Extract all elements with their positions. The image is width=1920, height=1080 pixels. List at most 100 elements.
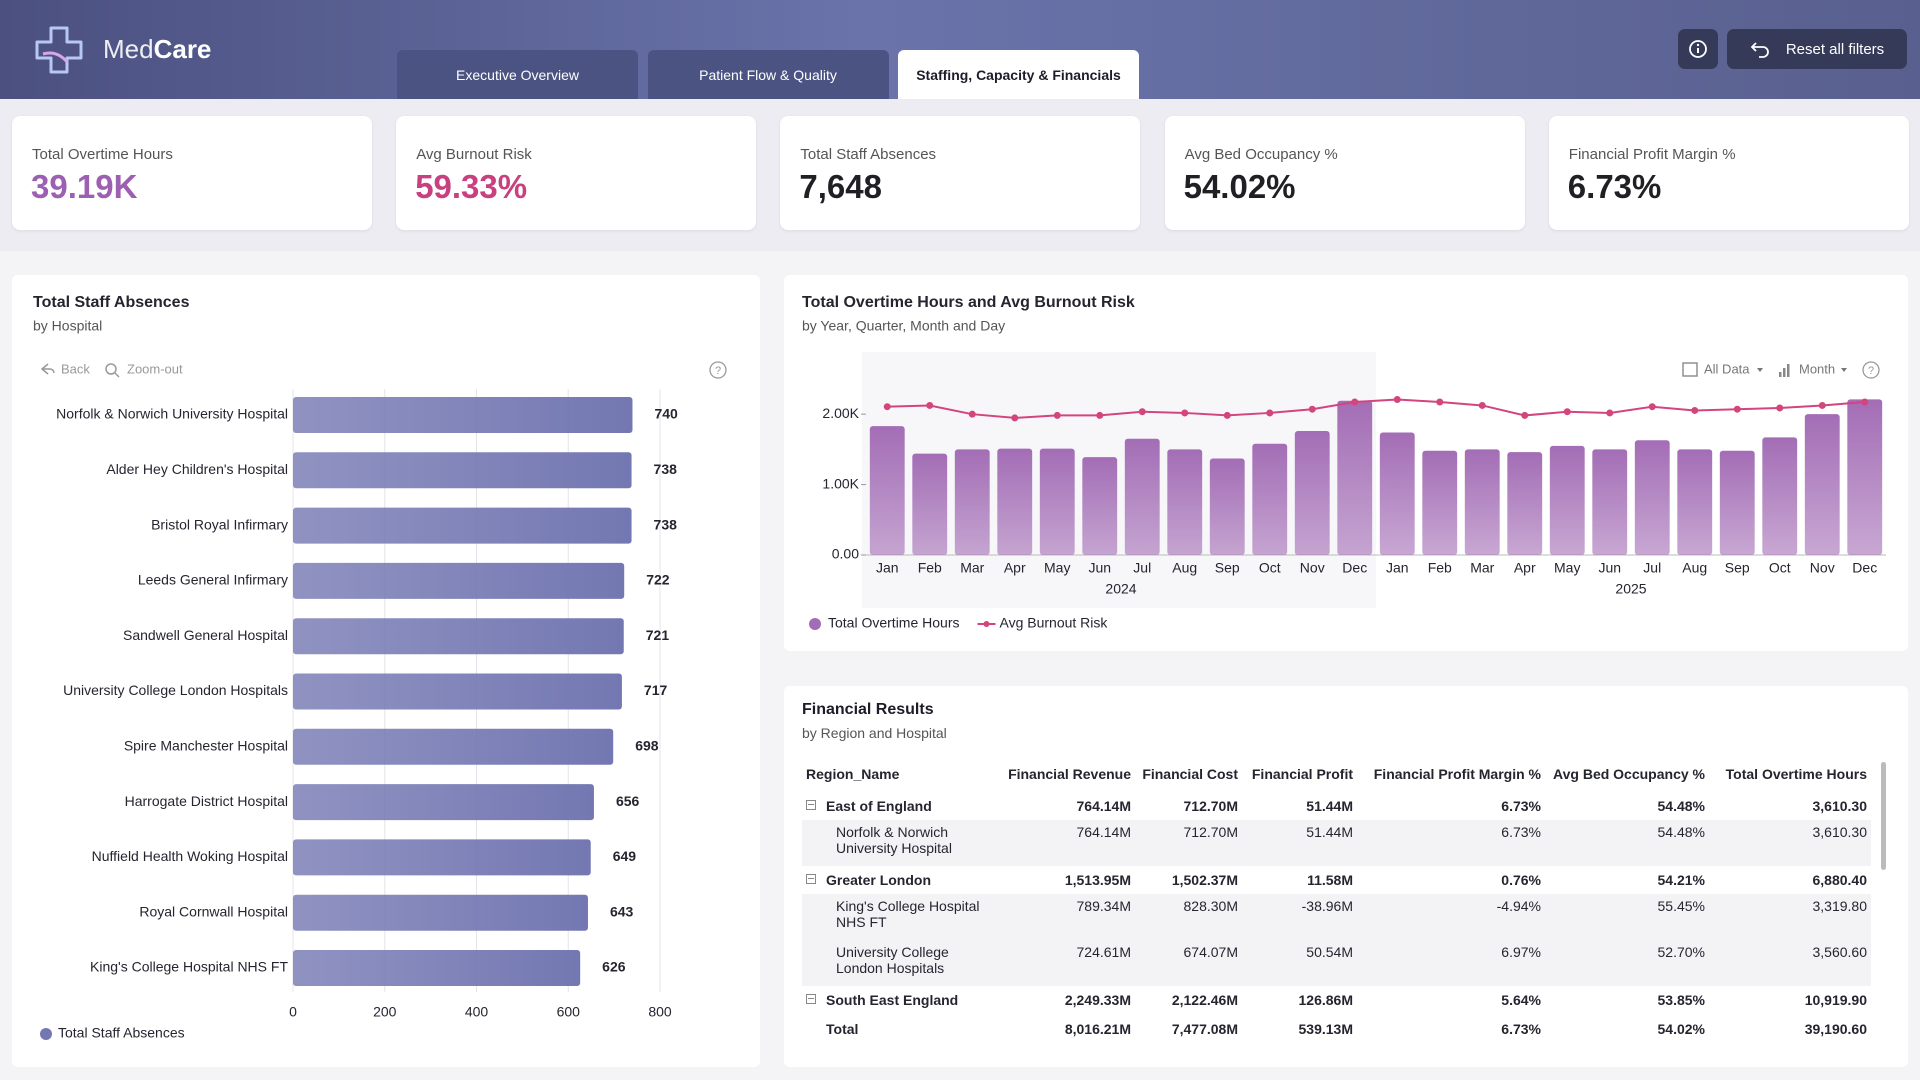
cell: 3,560.60 — [1709, 940, 1871, 986]
tab[interactable]: Patient Flow & Quality — [647, 50, 889, 99]
year-label: 2025 — [1615, 581, 1646, 597]
cell: 51.44M — [1242, 792, 1357, 820]
bar — [1592, 449, 1628, 555]
data-label: 722 — [646, 572, 670, 588]
line-point — [1308, 405, 1316, 413]
cell-text: 8,016.21M — [1064, 1021, 1131, 1037]
kpi-label: Financial Profit Margin % — [1568, 146, 1736, 163]
cell: 712.70M — [1135, 792, 1242, 820]
line-point — [1266, 409, 1274, 417]
info-icon — [1689, 40, 1707, 58]
x-tick-label: Sep — [1215, 560, 1240, 576]
y-tick-label: Norfolk & Norwich University Hospital — [56, 406, 288, 422]
cell-text: 712.70M — [1183, 798, 1238, 814]
cell-text: East of England — [826, 798, 932, 814]
cell: East of England — [802, 792, 1000, 820]
info-button[interactable] — [1678, 29, 1718, 69]
cell: 11.58M — [1242, 866, 1357, 894]
x-tick-label: Jan — [876, 560, 899, 576]
line-point — [1011, 414, 1019, 422]
kpi-value: 7,648 — [799, 168, 882, 205]
column-header: Total Overtime Hours — [1725, 766, 1867, 782]
bar — [1507, 452, 1543, 555]
line-point — [1393, 395, 1401, 403]
cell-text: 6.73% — [1501, 824, 1541, 840]
cell-text: 764.14M — [1076, 798, 1131, 814]
cell-text: 51.44M — [1306, 824, 1353, 840]
reset-button[interactable]: Reset all filters — [1727, 29, 1907, 69]
bar — [1549, 445, 1585, 555]
cell-text: Total — [826, 1021, 859, 1037]
cell: -4.94% — [1357, 894, 1545, 940]
line-point — [1096, 411, 1104, 419]
cell-text: 3,319.80 — [1812, 898, 1868, 914]
group-row: South East England 2,249.33M 2,122.46M 126.… — [802, 986, 1871, 1014]
y-tick-label: Sandwell General Hospital — [123, 627, 288, 643]
granularity-icon — [1779, 372, 1782, 377]
bar — [293, 618, 624, 655]
data-label: 649 — [613, 848, 637, 864]
expand-icon[interactable] — [806, 994, 816, 1004]
cell: King's College Hospital NHS FT — [802, 894, 1000, 940]
child-row: King's College Hospital NHS FT 789.34M 828… — [802, 894, 1871, 940]
bar — [1677, 449, 1713, 555]
cell: 52.70% — [1545, 940, 1709, 986]
bar — [293, 507, 632, 544]
cell: 6.73% — [1357, 1014, 1545, 1044]
kpi-label: Total Overtime Hours — [32, 146, 173, 163]
kpi-value: 59.33% — [415, 168, 528, 205]
x-tick-label: Aug — [1172, 560, 1197, 576]
dropdown-icon — [1757, 368, 1763, 372]
data-label: 656 — [616, 793, 640, 809]
granularity-icon — [1787, 364, 1790, 377]
cell-text: 126.86M — [1298, 992, 1353, 1008]
column-header: Financial Profit Margin % — [1373, 766, 1541, 782]
x-tick-label: Sep — [1725, 560, 1750, 576]
kpi-card: Financial Profit Margin % 6.73% — [1548, 116, 1909, 230]
expand-icon[interactable] — [806, 874, 816, 884]
bar — [293, 562, 625, 599]
bar — [293, 452, 632, 489]
tab[interactable]: Executive Overview — [397, 50, 638, 99]
bar — [1252, 443, 1288, 555]
y-tick-label: Alder Hey Children's Hospital — [106, 461, 288, 477]
cell-text: 724.61M — [1076, 944, 1131, 960]
data-label: 698 — [635, 738, 659, 754]
zoom-icon — [105, 363, 117, 375]
dropdown-icon — [1841, 368, 1847, 372]
data-label: 738 — [654, 516, 678, 532]
line-point — [1733, 405, 1741, 413]
bar — [1209, 458, 1245, 555]
cell: 126.86M — [1242, 986, 1357, 1014]
y-tick-label: Spire Manchester Hospital — [124, 738, 288, 754]
legend-marker — [40, 1028, 52, 1040]
calendar-icon — [1682, 362, 1698, 377]
header-row: Region_Name Financial Revenue Financial Co… — [802, 756, 1871, 792]
chart-subtitle: by Year, Quarter, Month and Day — [802, 318, 1005, 334]
cell: 674.07M — [1135, 940, 1242, 986]
line-point — [883, 403, 891, 411]
brand: MedCare — [103, 34, 211, 65]
cell: 6.97% — [1357, 940, 1545, 986]
column-header: Financial Revenue — [1008, 766, 1131, 782]
line-point — [1691, 406, 1699, 414]
cell-text: 7,477.08M — [1171, 1021, 1238, 1037]
table-subtitle: by Region and Hospital — [802, 725, 947, 741]
cell: 6,880.40 — [1709, 866, 1871, 894]
tab[interactable]: Staffing, Capacity & Financials — [898, 50, 1139, 99]
bar — [293, 950, 581, 986]
x-tick-label: Nov — [1300, 560, 1325, 576]
x-tick-label: Oct — [1259, 560, 1281, 576]
cell-text: 828.30M — [1183, 898, 1238, 914]
cell-text: South East England — [826, 992, 959, 1008]
line-point — [1223, 411, 1231, 419]
cell: 55.45% — [1545, 894, 1709, 940]
y-tick-label: Royal Cornwall Hospital — [139, 903, 288, 919]
legend-label: Total Overtime Hours — [828, 615, 959, 631]
y-tick-label: 2.00K — [822, 405, 859, 421]
expand-icon[interactable] — [806, 800, 816, 810]
cell: 3,610.30 — [1709, 820, 1871, 866]
line-point — [1776, 404, 1784, 412]
x-tick-label: Jul — [1133, 560, 1151, 576]
